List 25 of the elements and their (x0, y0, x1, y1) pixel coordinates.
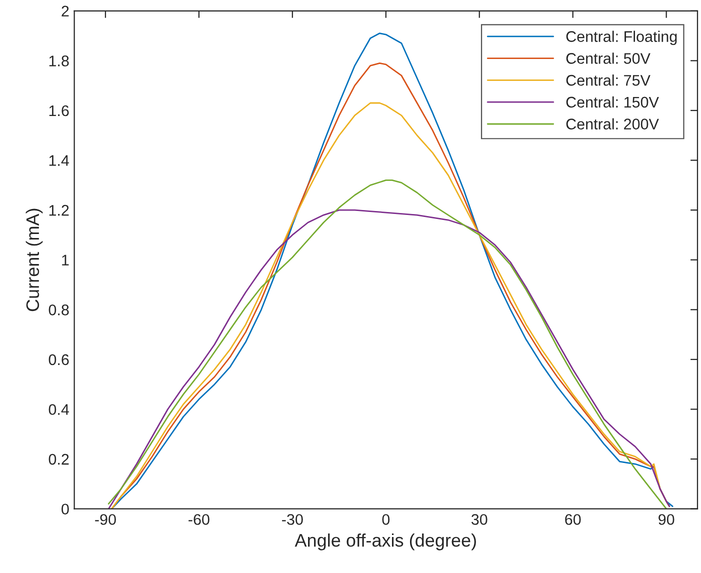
legend-label: Central: Floating (566, 30, 677, 45)
y-tick-label: 0.4 (48, 404, 69, 415)
y-tick-label: 1.8 (49, 56, 69, 66)
x-tick-label: 60 (565, 514, 581, 525)
y-tick-label: 0.8 (48, 304, 69, 316)
x-tick-label: -30 (282, 514, 303, 525)
x-tick-label: 0 (382, 514, 390, 525)
y-tick-label: 0.2 (48, 454, 69, 465)
x-axis-title: Angle off-axis (degree) (294, 533, 476, 550)
y-tick-label: 1.6 (49, 105, 69, 116)
x-tick-label: -60 (188, 514, 210, 525)
y-axis-title: Current (mA) (26, 208, 43, 312)
legend-label: Central: 150V (566, 96, 659, 108)
x-tick-label: 30 (471, 514, 488, 525)
y-tick-label: 2 (62, 6, 69, 16)
y-tick-label: 1.2 (49, 204, 69, 216)
legend-label: Central: 200V (566, 118, 659, 130)
y-tick-label: 0.6 (48, 354, 69, 366)
legend-label: Central: 50V (566, 52, 650, 64)
y-tick-label: 1 (62, 254, 69, 266)
legend-label: Central: 75V (566, 74, 650, 86)
x-tick-label: -90 (95, 514, 116, 525)
y-tick-label: 1.4 (49, 155, 69, 166)
y-tick-label: 0 (62, 504, 69, 515)
x-tick-label: 90 (658, 514, 674, 525)
